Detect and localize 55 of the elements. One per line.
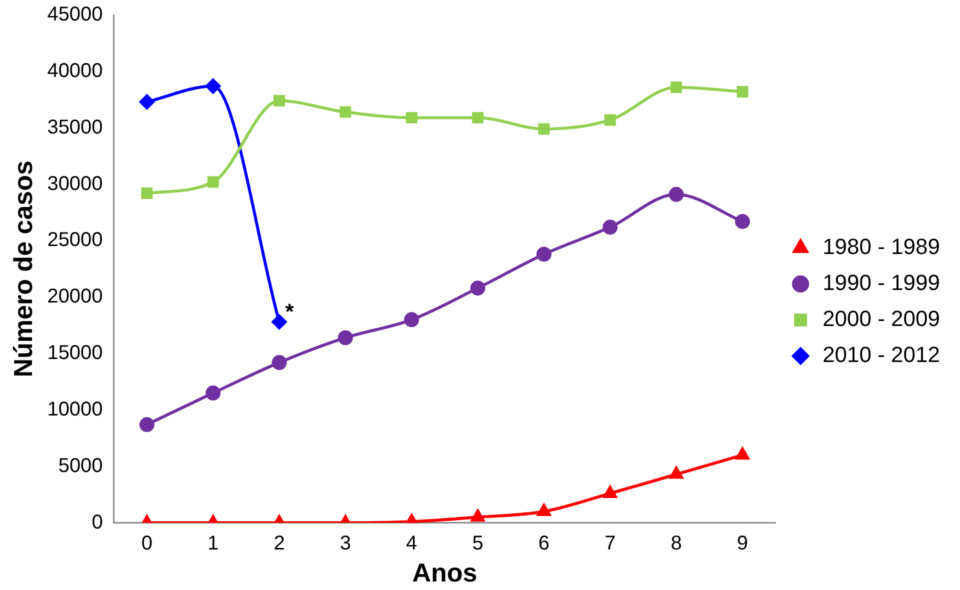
x-tick-label: 7 — [604, 532, 616, 554]
y-tick-label: 15000 — [47, 342, 103, 364]
point — [141, 188, 153, 200]
point — [734, 214, 750, 230]
legend-label: 1980 - 1989 — [822, 234, 940, 260]
point — [537, 504, 551, 516]
point — [668, 186, 684, 202]
point — [404, 312, 420, 328]
y-tick-label: 5000 — [58, 454, 103, 477]
point — [139, 417, 154, 432]
y-tick-label: 35000 — [47, 116, 103, 138]
point — [338, 330, 353, 346]
point — [736, 86, 748, 98]
point — [736, 448, 750, 460]
y-tick-label: 45000 — [47, 4, 103, 26]
y-tick-label: 30000 — [47, 172, 103, 195]
point — [406, 112, 418, 124]
x-axis-title: Anos — [412, 558, 478, 588]
y-tick-label: 10000 — [47, 398, 103, 420]
point — [604, 114, 616, 126]
legend-label: 2010 - 2012 — [822, 342, 940, 368]
x-tick-label: 0 — [141, 532, 152, 554]
x-tick-label: 9 — [736, 532, 748, 554]
point — [272, 314, 287, 330]
x-tick-label: 5 — [472, 532, 484, 554]
point — [538, 123, 550, 135]
point — [470, 280, 486, 296]
legend-label: 2000 - 2009 — [822, 306, 940, 332]
y-axis-title: Número de casos — [8, 160, 38, 378]
point — [207, 176, 219, 188]
point — [206, 386, 221, 401]
point — [471, 510, 484, 522]
point — [272, 355, 287, 370]
point — [602, 220, 618, 235]
y-tick-label: 20000 — [47, 286, 103, 308]
point — [274, 95, 285, 107]
point — [206, 78, 221, 94]
point — [340, 106, 352, 118]
point — [139, 94, 154, 110]
annotation: * — [285, 299, 294, 324]
x-tick-label: 4 — [406, 532, 418, 554]
x-tick-label: 1 — [208, 532, 219, 554]
y-tick-label: 40000 — [47, 60, 103, 82]
x-tick-label: 6 — [538, 532, 550, 554]
y-tick-label: 25000 — [47, 229, 103, 252]
point — [603, 486, 617, 498]
point — [536, 246, 552, 262]
point — [472, 112, 484, 124]
y-tick-label: 0 — [92, 511, 103, 534]
point — [670, 466, 683, 479]
x-tick-label: 2 — [274, 532, 285, 554]
legend-label: 1990 - 1999 — [822, 270, 940, 296]
point — [670, 81, 682, 93]
x-tick-label: 3 — [340, 532, 351, 554]
x-tick-label: 8 — [670, 532, 682, 554]
